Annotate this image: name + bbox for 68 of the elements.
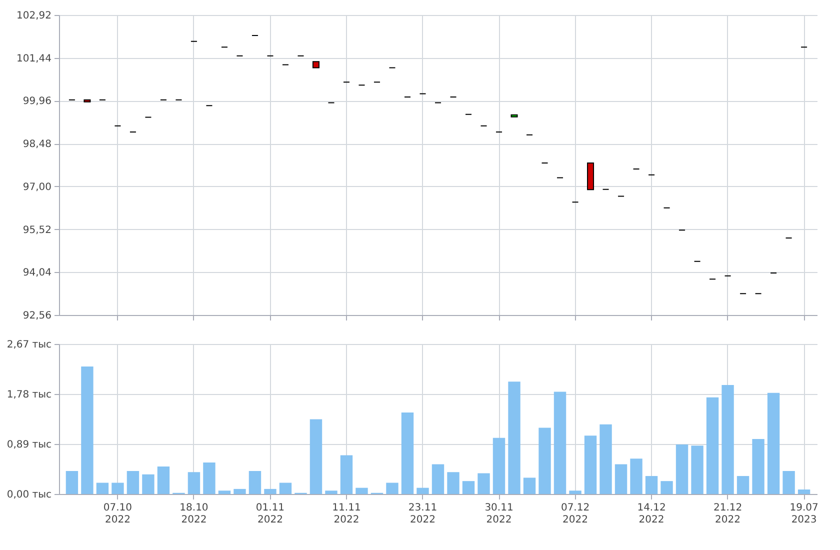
bar	[538, 428, 551, 494]
bar	[188, 472, 200, 494]
bar	[722, 385, 734, 494]
bar	[310, 419, 322, 494]
bar	[66, 470, 78, 494]
bar	[478, 473, 490, 494]
y-tick-label: 98,48	[22, 139, 52, 150]
bar	[386, 482, 398, 494]
bar	[462, 481, 475, 494]
x-tick-label: 11.11 2022	[332, 502, 361, 526]
y-tick-label: 1,78 тыс	[6, 390, 52, 400]
bar	[630, 458, 642, 494]
y-tick-label: 94,04	[22, 268, 52, 279]
x-tick-label: 30.11 2022	[484, 502, 514, 526]
y-tick-label: 101,44	[16, 53, 52, 64]
bar	[584, 436, 597, 494]
bar	[432, 464, 444, 494]
bar	[401, 412, 414, 494]
bar	[554, 392, 566, 494]
x-tick-label: 23.11 2022	[408, 502, 438, 526]
y-tick-label: 0,89 тыс	[6, 440, 52, 450]
y-tick-label: 99,96	[22, 96, 52, 108]
bar	[508, 382, 520, 494]
bar	[645, 476, 658, 494]
y-tick-label: 92,56	[22, 310, 52, 322]
bar	[340, 455, 353, 494]
bar	[112, 482, 124, 494]
bar	[279, 482, 292, 494]
y-tick-label: 0,00 тыс	[6, 490, 52, 500]
y-tick-label: 102,92	[16, 10, 52, 22]
bar	[96, 482, 109, 494]
bar	[126, 470, 140, 494]
bar	[676, 444, 688, 494]
bar	[569, 490, 582, 494]
bar	[614, 464, 628, 494]
bar	[234, 488, 246, 494]
x-tick-label: 19.07 2023	[790, 502, 818, 526]
x-tick-label: 07.10 2022	[103, 502, 132, 526]
bar	[203, 462, 216, 494]
bar	[81, 366, 94, 494]
bar	[157, 466, 170, 494]
bar	[142, 474, 154, 494]
y-tick-label: 95,52	[22, 224, 52, 236]
bar	[798, 490, 810, 494]
x-tick-label: 18.10 2022	[180, 502, 208, 526]
bar	[416, 488, 429, 494]
bar	[356, 488, 368, 494]
bar	[782, 470, 795, 494]
bar	[600, 424, 612, 494]
x-tick-label: 14.12 2022	[637, 502, 666, 526]
bar	[218, 490, 231, 494]
x-tick-label: 21.12 2022	[713, 502, 742, 526]
bar	[691, 446, 704, 494]
bar	[752, 438, 764, 494]
bar	[492, 438, 506, 494]
bar	[447, 472, 460, 494]
bar	[767, 392, 780, 494]
bar	[736, 476, 750, 494]
bar	[523, 478, 536, 494]
y-tick-label: 97,00	[22, 182, 52, 193]
bar	[706, 397, 719, 494]
x-tick-label: 07.12 2022	[560, 502, 590, 526]
bar	[264, 488, 276, 494]
y-tick-label: 2,67 тыс	[6, 340, 52, 350]
bar	[325, 490, 338, 494]
bar	[660, 481, 673, 494]
x-tick-label: 01.11 2022	[256, 502, 285, 526]
bar	[248, 470, 262, 494]
